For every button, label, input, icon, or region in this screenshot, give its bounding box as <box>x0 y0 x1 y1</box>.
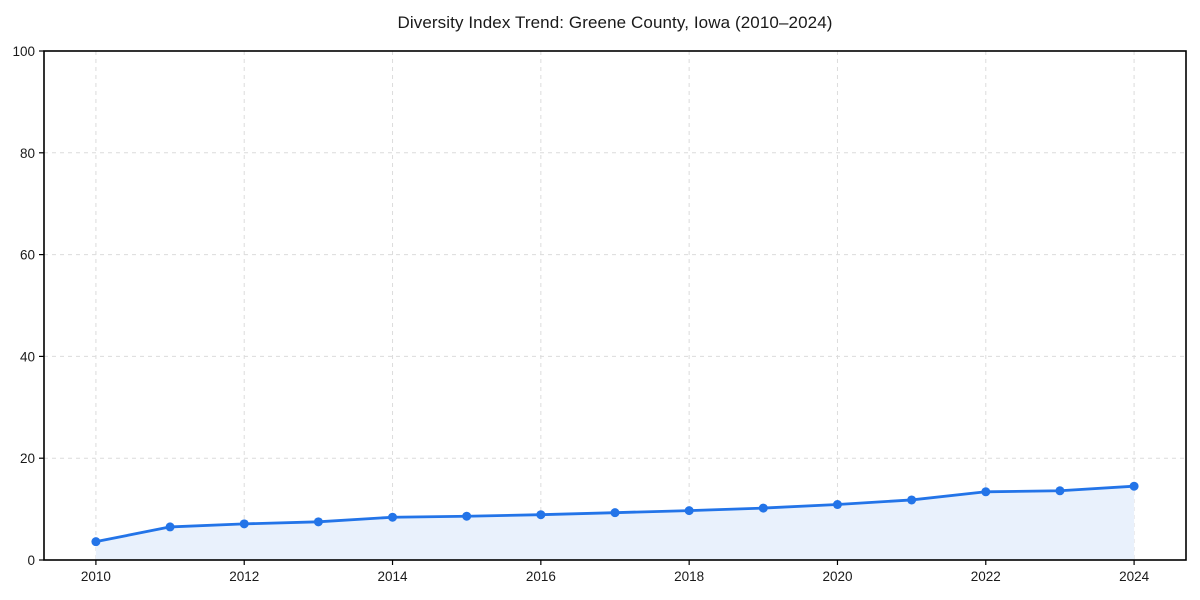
x-tick-label: 2020 <box>822 569 852 584</box>
y-tick-label: 40 <box>20 349 35 364</box>
x-tick-label: 2018 <box>674 569 704 584</box>
y-tick-label: 100 <box>12 44 35 59</box>
x-tick-label: 2014 <box>378 569 409 584</box>
data-point-2024 <box>1129 481 1139 491</box>
data-point-2023 <box>1055 486 1065 496</box>
data-point-2018 <box>684 506 694 516</box>
area-fill <box>95 486 1135 560</box>
chart-title: Diversity Index Trend: Greene County, Io… <box>397 13 833 32</box>
data-point-2020 <box>832 500 842 510</box>
data-point-2012 <box>239 519 249 529</box>
data-point-2016 <box>536 510 546 520</box>
x-tick-label: 2012 <box>229 569 259 584</box>
y-tick-label: 80 <box>20 146 35 161</box>
data-point-2011 <box>165 522 175 532</box>
x-tick-label: 2022 <box>971 569 1001 584</box>
data-point-2017 <box>610 508 620 518</box>
data-point-2013 <box>313 517 323 527</box>
data-point-2019 <box>758 503 768 513</box>
plot-frame <box>43 50 1187 561</box>
x-tick-label: 2010 <box>81 569 111 584</box>
x-tick-label: 2024 <box>1119 569 1150 584</box>
data-point-2010 <box>91 537 101 547</box>
data-point-2015 <box>462 511 472 521</box>
y-tick-label: 20 <box>20 451 35 466</box>
y-tick-label: 60 <box>20 248 35 263</box>
y-tick-label: 0 <box>27 553 35 568</box>
data-point-2014 <box>388 512 398 522</box>
x-tick-label: 2016 <box>526 569 556 584</box>
data-point-2022 <box>981 487 991 497</box>
data-point-2021 <box>907 495 917 505</box>
